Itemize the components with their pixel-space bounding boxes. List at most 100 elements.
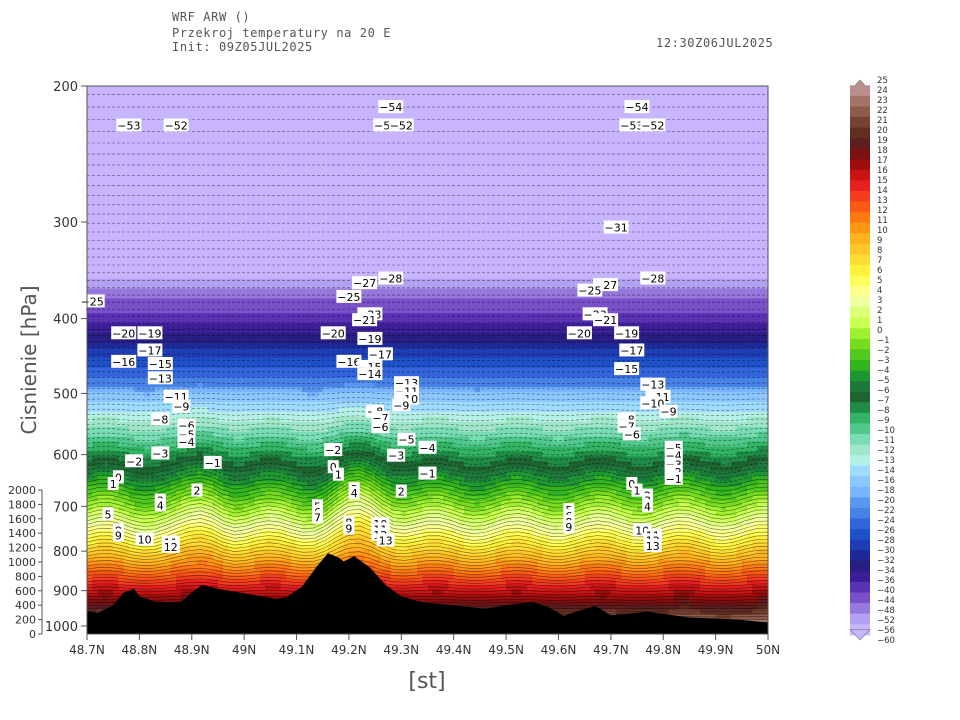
temperature-cell [128, 431, 136, 438]
temperature-cell [139, 244, 146, 250]
temperature-cell [97, 145, 104, 152]
temperature-cell [249, 372, 256, 379]
temperature-cell [207, 165, 214, 171]
temperature-cell [191, 165, 198, 171]
temperature-cell [212, 184, 219, 191]
temperature-cell [197, 110, 204, 117]
temperature-cell [92, 199, 99, 206]
temperature-cell [108, 288, 115, 295]
temperature-cell [176, 263, 183, 270]
temperature-cell [176, 575, 183, 581]
temperature-cell [113, 214, 120, 221]
temperature-cell [123, 224, 130, 231]
temperature-cell [244, 150, 251, 157]
temperature-cell [102, 95, 109, 102]
temperature-cell [155, 318, 162, 325]
temperature-cell [113, 293, 120, 300]
temperature-cell [218, 95, 225, 102]
temperature-cell [218, 451, 225, 458]
temperature-cell [212, 392, 219, 399]
temperature-cell [144, 382, 151, 389]
temperature-cell [97, 491, 104, 497]
temperature-cell [191, 372, 198, 379]
temperature-cell [238, 550, 246, 557]
temperature-cell [170, 95, 177, 102]
temperature-cell [92, 426, 99, 433]
temperature-cell [155, 303, 162, 310]
temperature-cell [202, 86, 209, 92]
temperature-cell [97, 486, 104, 492]
temperature-cell [186, 560, 193, 567]
temperature-cell [170, 451, 177, 458]
temperature-cell [155, 90, 162, 97]
temperature-cell [160, 402, 167, 408]
temperature-cell [134, 352, 141, 359]
temperature-cell [249, 357, 256, 364]
temperature-cell [244, 446, 251, 453]
temperature-cell [87, 328, 94, 334]
temperature-cell [233, 481, 240, 488]
temperature-cell [186, 535, 193, 542]
temperature-cell [186, 337, 193, 344]
temperature-cell [144, 268, 151, 275]
temperature-cell [113, 253, 120, 260]
temperature-cell [238, 525, 246, 532]
temperature-cell [149, 288, 157, 295]
temperature-cell [97, 481, 104, 488]
temperature-cell [87, 179, 94, 186]
temperature-cell [191, 95, 198, 102]
temperature-cell [207, 253, 214, 260]
temperature-cell [197, 125, 204, 132]
temperature-cell [87, 194, 94, 201]
temperature-cell [223, 229, 230, 236]
temperature-cell [207, 505, 214, 512]
temperature-cell [212, 105, 219, 112]
temperature-cell [113, 263, 120, 270]
temperature-cell [108, 278, 115, 285]
temperature-cell [223, 303, 230, 310]
temperature-cell [128, 510, 136, 517]
temperature-cell [134, 184, 141, 191]
temperature-cell [165, 273, 172, 280]
temperature-cell [113, 110, 120, 117]
temperature-cell [228, 476, 235, 483]
temperature-cell [123, 105, 130, 112]
temperature-cell [186, 392, 193, 399]
temperature-cell [160, 204, 167, 211]
temperature-cell [108, 500, 115, 507]
temperature-cell [197, 337, 204, 344]
temperature-cell [244, 268, 251, 275]
temperature-cell [186, 525, 193, 532]
temperature-cell [128, 421, 136, 428]
temperature-cell [102, 140, 109, 147]
temperature-cell [228, 244, 235, 250]
temperature-cell [233, 244, 240, 250]
temperature-cell [139, 224, 146, 231]
temperature-cell [244, 110, 251, 117]
temperature-cell [238, 575, 246, 581]
temperature-cell [218, 525, 225, 532]
temperature-cell [244, 298, 251, 305]
temperature-cell [191, 476, 198, 483]
temperature-cell [170, 130, 177, 137]
temperature-cell [186, 387, 193, 394]
temperature-cell [233, 357, 240, 364]
temperature-cell [244, 328, 251, 334]
temperature-cell [97, 555, 104, 562]
temperature-cell [149, 471, 157, 478]
temperature-cell [197, 362, 204, 369]
temperature-cell [186, 244, 193, 250]
temperature-cell [202, 540, 209, 547]
temperature-cell [149, 466, 157, 473]
temperature-cell [249, 481, 256, 488]
temperature-cell [218, 520, 225, 527]
temperature-cell [97, 342, 104, 349]
temperature-cell [102, 599, 109, 606]
temperature-cell [212, 239, 219, 245]
temperature-cell [92, 194, 99, 201]
temperature-cell [233, 530, 240, 537]
temperature-cell [186, 189, 193, 196]
temperature-cell [176, 337, 183, 344]
temperature-cell [249, 426, 256, 433]
temperature-cell [97, 451, 104, 458]
